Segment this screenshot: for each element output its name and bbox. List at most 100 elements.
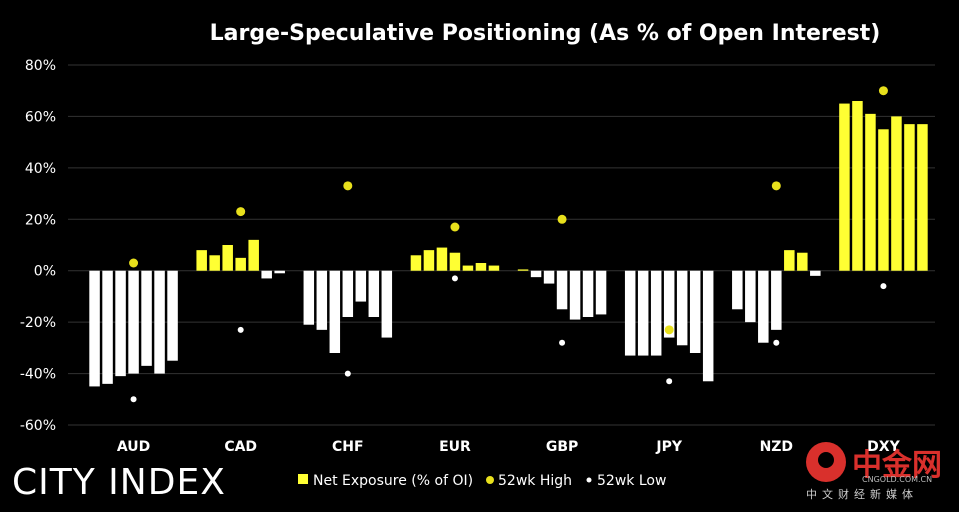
bar-chf [368,270,380,317]
bar-eur [410,255,422,271]
y-tick-label: -60% [20,418,56,434]
high-marker-aud [129,258,139,268]
low-marker-nzd [773,339,780,346]
high-marker-nzd [771,181,781,191]
bar-dxy [839,103,850,271]
low-marker-eur [451,275,458,282]
watermark-url: CNGOLD.COM.CN [862,475,933,484]
bar-chf [381,270,393,338]
markers [129,86,888,403]
bar-aud [141,270,152,366]
x-tick-label: DXY [867,439,900,455]
bar-gbp [595,270,607,315]
bar-nzd [758,270,769,343]
low-marker-jpy [666,378,673,385]
legend: Net Exposure (% of OI) 52wk High 52wk Lo… [298,473,666,489]
y-tick-label: 0% [34,264,56,280]
bar-gbp [530,270,542,278]
bar-jpy [689,270,701,353]
bar-cad [261,270,272,279]
bar-cad [209,255,220,271]
bar-chf [329,270,341,353]
bar-gbp [517,269,529,271]
x-tick-label: NZD [760,439,794,455]
bar-chf [342,270,354,317]
x-tick-label: EUR [439,439,471,455]
watermark-name: 中金网 [852,448,942,483]
bar-gbp [556,270,568,310]
bar-cad [248,239,259,271]
low-marker-gbp [559,339,566,346]
legend-high-swatch [486,476,494,484]
bar-aud [154,270,165,374]
bar-aud [89,270,100,387]
bar-jpy [663,270,675,338]
bar-aud [128,270,139,374]
high-marker-jpy [664,325,674,335]
grid [68,64,935,426]
bar-nzd [784,250,795,271]
x-tick-label: JPY [655,439,682,455]
y-tick-label: 60% [25,109,56,125]
bar-nzd [810,270,821,276]
low-marker-chf [344,370,351,377]
high-marker-chf [343,181,353,191]
bar-nzd [732,270,743,310]
bar-jpy [676,270,688,346]
bar-gbp [569,270,581,320]
bar-dxy [878,129,889,271]
bar-cad [235,257,246,271]
y-tick-label: 80% [25,58,56,74]
chart-title: Large-Speculative Positioning (As % of O… [210,21,881,46]
bar-jpy [624,270,636,356]
bar-nzd [745,270,756,323]
x-axis: AUD CAD CHF EUR GBP JPY NZD DXY [117,439,901,455]
legend-52wk-low: 52wk Low [597,473,666,489]
bar-dxy [917,124,928,271]
legend-net-exposure: Net Exposure (% of OI) [313,473,473,489]
bar-cad [274,270,285,274]
x-tick-label: GBP [546,439,578,455]
bar-eur [423,250,435,271]
bar-gbp [543,270,555,284]
bar-chf [355,270,367,302]
bar-cad [196,250,207,271]
y-tick-label: -20% [20,315,56,331]
high-marker-dxy [878,86,888,96]
bar-eur [449,252,461,271]
bar-dxy [891,116,902,271]
bar-jpy [637,270,649,356]
bar-eur [475,263,487,271]
low-marker-cad [237,326,244,333]
x-tick-label: AUD [117,439,150,455]
x-tick-label: CAD [224,439,257,455]
bars [89,101,928,387]
bar-jpy [650,270,662,356]
bar-dxy [865,113,876,271]
bar-aud [167,270,178,361]
y-axis: 80% 60% 40% 20% 0% -20% -40% -60% [20,58,56,434]
low-marker-aud [130,396,137,403]
high-marker-cad [236,207,246,217]
x-tick-label: CHF [332,439,364,455]
legend-52wk-high: 52wk High [498,473,572,489]
legend-low-swatch [586,477,592,483]
bar-aud [115,270,126,377]
bar-chf [316,270,328,330]
bar-chf [303,270,315,325]
y-tick-label: -40% [20,367,56,383]
bar-gbp [582,270,594,317]
bar-eur [488,265,500,271]
bar-eur [436,247,448,271]
bar-eur [462,265,474,271]
bar-nzd [797,252,808,271]
bar-jpy [702,270,714,382]
watermark-sub: 中文财经新媒体 [806,488,918,501]
high-marker-gbp [557,214,567,224]
y-tick-label: 20% [25,212,56,228]
bar-nzd [771,270,782,330]
bar-aud [102,270,113,384]
cngold-watermark: 中金网 CNGOLD.COM.CN 中文财经新媒体 [800,438,959,508]
bar-cad [222,245,233,271]
